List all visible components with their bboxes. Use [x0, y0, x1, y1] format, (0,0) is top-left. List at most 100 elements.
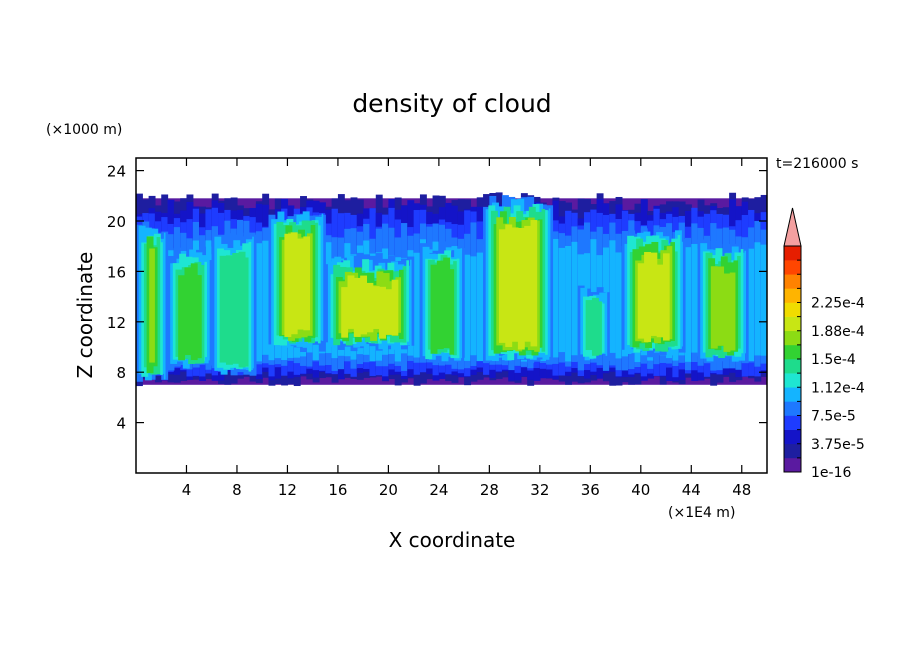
- x-tick-label: 36: [581, 481, 600, 499]
- x-tick-label: 32: [530, 481, 549, 499]
- cloud-column-cell: [303, 236, 310, 331]
- cloud-column-cell: [670, 242, 675, 341]
- colorbar-label: 1e-16: [811, 465, 851, 481]
- colorbar-segment: [784, 373, 801, 388]
- y-axis-ticks: 4 8 12 16 20 24: [107, 163, 767, 433]
- y-tick-label: 8: [116, 364, 126, 382]
- colorbar-segment: [784, 274, 801, 289]
- cloud-column-cell: [341, 287, 349, 338]
- cloud-column-cell: [449, 269, 455, 355]
- cloud-band-cell: [684, 247, 692, 362]
- cloud-column-cell: [505, 224, 513, 347]
- cloud-column-cell: [637, 263, 645, 339]
- colorbar-segment: [784, 302, 801, 317]
- cloud-column-cell: [409, 259, 412, 348]
- cloud-column-cell: [511, 227, 519, 342]
- cloud-column: [136, 221, 169, 382]
- y-tick-label: 16: [107, 263, 126, 281]
- plot-frame: [135, 157, 768, 474]
- cloud-band-cell: [262, 240, 270, 355]
- cloud-column-cell: [290, 232, 298, 335]
- cloud-column: [621, 228, 686, 358]
- colorbar-segment: [784, 260, 801, 275]
- colorbar-segment: [784, 415, 801, 430]
- colorbar: 1e-16 3.75e-5 7.5e-5 1.12e-4 1.5e-4 1.88e-4 2.…: [783, 207, 865, 481]
- cloud-band-cell: [255, 243, 263, 362]
- cloud-column: [211, 232, 257, 376]
- colorbar-segment: [784, 359, 801, 374]
- cloud-column-cell: [723, 273, 731, 352]
- cloud-column-cell: [548, 208, 551, 357]
- chart-title: density of cloud: [352, 89, 551, 118]
- cloud-column: [419, 241, 465, 365]
- cloud-column-cell: [710, 266, 718, 349]
- cloud-band-cell: [571, 241, 579, 356]
- cloud-band-cell: [552, 238, 560, 358]
- cloud-column-cell: [152, 247, 158, 367]
- cloud-column-cell: [160, 242, 163, 375]
- colorbar-segment: [784, 457, 801, 473]
- colorbar-segment: [784, 387, 801, 402]
- cloud-column-cell: [436, 260, 444, 350]
- cloud-column-cell: [650, 252, 658, 336]
- cloud-column-cell: [733, 260, 739, 352]
- cloud-column-cell: [149, 248, 155, 363]
- cloud-column-cell: [673, 251, 678, 346]
- colorbar-label: 2.25e-4: [811, 296, 865, 312]
- cloud-column-cell: [200, 265, 205, 364]
- colorbar-segment: [784, 288, 801, 303]
- colorbar-label: 7.5e-5: [811, 409, 856, 425]
- colorbar-label: 1.88e-4: [811, 324, 865, 340]
- cloud-column-cell: [219, 255, 227, 363]
- cloud-column-cell: [163, 232, 166, 380]
- cloud-column-cell: [460, 248, 463, 359]
- x-tick-label: 40: [631, 481, 650, 499]
- x-tick-label: 28: [480, 481, 499, 499]
- cloud-band-cell: [464, 254, 472, 361]
- cloud-column-cell: [372, 286, 380, 329]
- x-tick-label: 16: [328, 481, 347, 499]
- colorbar-segment: [784, 401, 801, 416]
- cloud-column-cell: [541, 209, 546, 352]
- cloud-band-cell: [476, 252, 484, 362]
- colorbar-segment: [784, 344, 801, 360]
- cloud-column-cell: [178, 275, 186, 361]
- x-tick-label: 4: [182, 481, 192, 499]
- time-label: t=216000 s: [776, 156, 858, 172]
- x-tick-label: 44: [682, 481, 701, 499]
- colorbar-extend-arrow: [783, 207, 802, 247]
- cloud-column-cell: [585, 300, 593, 351]
- cloud-column-cell: [399, 269, 404, 339]
- cloud-band-cell: [470, 256, 478, 356]
- cloud-column-cell: [498, 229, 506, 343]
- cloud-column-cell: [297, 238, 304, 330]
- cloud-column-cell: [717, 266, 725, 346]
- cloud-column-cell: [729, 272, 736, 351]
- cloud-column-cell: [681, 241, 683, 347]
- cloud-column: [483, 195, 554, 364]
- cloud-band-cell: [748, 248, 755, 361]
- cloud-column-cell: [238, 251, 246, 368]
- colorbar-segment: [784, 443, 801, 459]
- cloud-column-cell: [197, 275, 202, 359]
- x-axis-title: X coordinate: [389, 528, 516, 552]
- colorbar-segment: [784, 246, 801, 261]
- cloud-band-cell: [754, 242, 762, 356]
- cloud-column: [268, 211, 326, 353]
- cloud-column-cell: [353, 277, 361, 337]
- colorbar-segment: [784, 330, 801, 346]
- y-axis-title: Z coordinate: [73, 252, 97, 379]
- cloud-column-cell: [453, 261, 457, 356]
- x-axis-ticks: 4 8 12 16 20 24 28 32 36 40 44 48: [182, 158, 751, 499]
- cloud-column-cell: [530, 220, 538, 347]
- cloud-column-cell: [443, 257, 451, 349]
- cloud-column-cell: [317, 225, 321, 344]
- cloud-column-cell: [656, 264, 664, 338]
- colorbar-label: 1.5e-4: [811, 352, 856, 368]
- cloud-band-cell: [413, 252, 421, 358]
- colorbar-segment: [784, 429, 801, 445]
- cloud-column-cell: [204, 261, 208, 358]
- cloud-column-cell: [545, 210, 548, 355]
- cloud-column-cell: [347, 275, 355, 329]
- cloud-column-cell: [184, 267, 192, 356]
